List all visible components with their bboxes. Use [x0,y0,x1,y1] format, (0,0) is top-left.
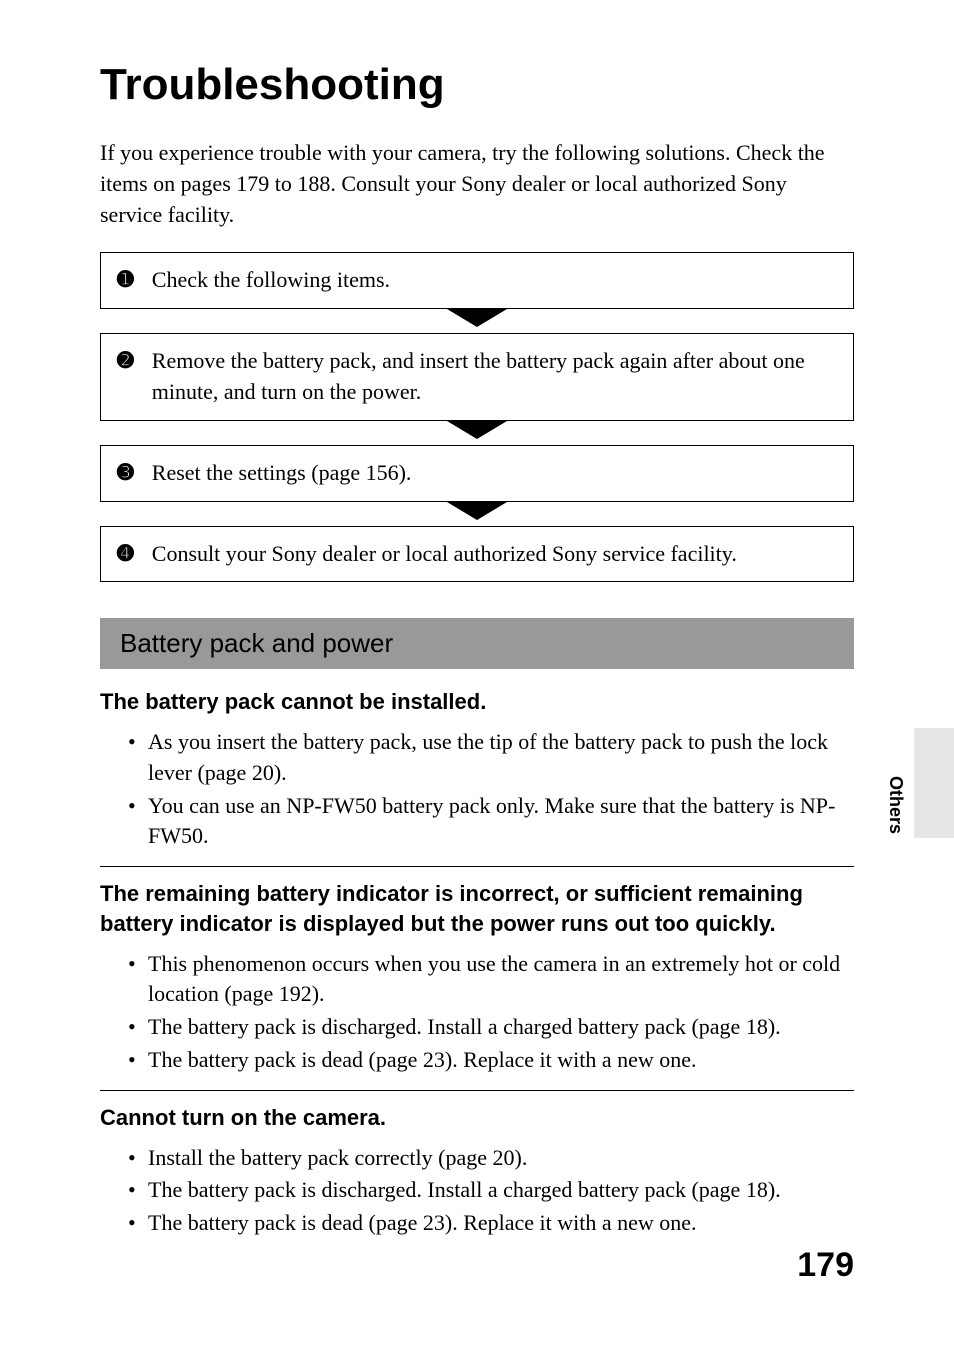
list-item: The battery pack is dead (page 23). Repl… [148,1045,854,1076]
step-box-1: ➊ Check the following items. [100,252,854,309]
issue-list: Install the battery pack correctly (page… [100,1143,854,1239]
step-number-icon: ➋ [117,348,134,373]
page-content: Troubleshooting If you experience troubl… [0,0,954,1287]
issue-block: The remaining battery indicator is incor… [100,879,854,1076]
step-text: Consult your Sony dealer or local author… [152,539,737,570]
list-item: As you insert the battery pack, use the … [148,727,854,789]
step-number-icon: ➊ [117,267,134,292]
section-heading-bar: Battery pack and power [100,618,854,669]
issue-block: The battery pack cannot be installed. As… [100,687,854,852]
issue-title: The battery pack cannot be installed. [100,687,854,717]
list-item: The battery pack is discharged. Install … [148,1012,854,1043]
issue-block: Cannot turn on the camera. Install the b… [100,1103,854,1239]
step-box-2: ➋ Remove the battery pack, and insert th… [100,333,854,421]
issue-list: As you insert the battery pack, use the … [100,727,854,852]
divider [100,866,854,867]
list-item: Install the battery pack correctly (page… [148,1143,854,1174]
down-arrow-icon [100,309,854,333]
list-item: The battery pack is dead (page 23). Repl… [148,1208,854,1239]
issue-title: Cannot turn on the camera. [100,1103,854,1133]
intro-paragraph: If you experience trouble with your came… [100,138,854,230]
step-number-icon: ➍ [117,541,134,566]
step-box-4: ➍ Consult your Sony dealer or local auth… [100,526,854,583]
issue-title: The remaining battery indicator is incor… [100,879,854,938]
step-text: Remove the battery pack, and insert the … [152,346,837,408]
list-item: You can use an NP-FW50 battery pack only… [148,791,854,853]
down-arrow-icon [100,421,854,445]
down-arrow-icon [100,502,854,526]
side-tab [914,728,954,838]
list-item: This phenomenon occurs when you use the … [148,949,854,1011]
step-number-icon: ➌ [117,460,134,485]
divider [100,1090,854,1091]
issue-list: This phenomenon occurs when you use the … [100,949,854,1076]
page-number: 179 [797,1246,854,1285]
page-title: Troubleshooting [100,60,854,110]
step-text: Reset the settings (page 156). [152,458,412,489]
list-item: The battery pack is discharged. Install … [148,1175,854,1206]
step-text: Check the following items. [152,265,390,296]
step-box-3: ➌ Reset the settings (page 156). [100,445,854,502]
side-section-label: Others [885,776,906,834]
